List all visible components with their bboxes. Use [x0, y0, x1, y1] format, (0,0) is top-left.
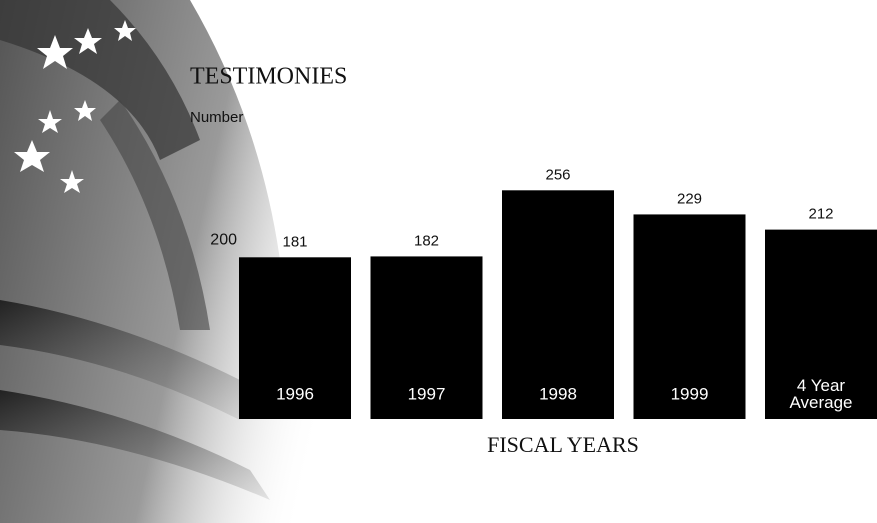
- value-label: 256: [545, 166, 570, 183]
- x-tick-label: 1996: [276, 384, 314, 403]
- bar: [765, 229, 877, 419]
- value-label: 212: [808, 206, 833, 223]
- bar: [633, 214, 746, 419]
- y-tick-label: 200: [210, 232, 237, 249]
- value-label: 229: [677, 190, 702, 207]
- x-tick-label: 4 Year Average: [789, 376, 852, 412]
- x-tick-label: 1997: [408, 384, 446, 403]
- value-label: 181: [282, 233, 307, 250]
- bar: [370, 256, 483, 419]
- bar: [239, 257, 351, 419]
- x-tick-label: 1998: [539, 384, 577, 403]
- chart-title: TESTIMONIES: [190, 64, 347, 90]
- bar: [502, 190, 614, 419]
- x-tick-label: 1999: [671, 384, 709, 403]
- x-axis-label: FISCAL YEARS: [487, 432, 639, 457]
- value-label: 182: [414, 232, 439, 249]
- y-axis-label: Number: [190, 109, 243, 126]
